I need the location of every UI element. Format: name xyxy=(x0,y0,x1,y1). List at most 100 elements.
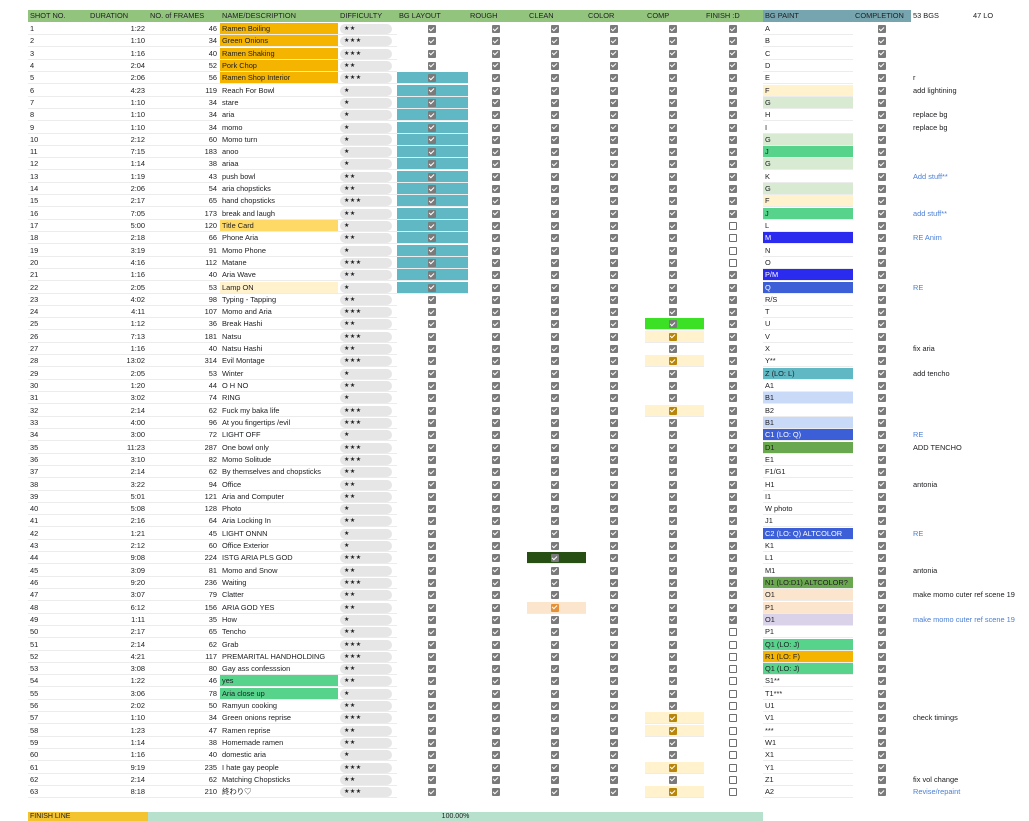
name-cell[interactable]: stare xyxy=(220,97,338,109)
checkbox-completion[interactable] xyxy=(878,714,886,723)
checkbox-rough[interactable] xyxy=(492,591,500,600)
checkbox-rough[interactable] xyxy=(492,209,500,218)
checkbox-clean[interactable] xyxy=(551,357,559,366)
checkbox-color[interactable] xyxy=(610,579,618,587)
checkbox-completion[interactable] xyxy=(878,455,886,464)
shot-number-cell[interactable]: 63 xyxy=(28,786,88,799)
shot-number-cell[interactable]: 43 xyxy=(28,540,88,552)
frames-cell[interactable]: 34 xyxy=(148,712,220,725)
checkbox-completion[interactable] xyxy=(878,652,886,661)
difficulty-cell[interactable]: ★ xyxy=(338,220,397,232)
name-cell[interactable]: Ramyun cooking xyxy=(220,700,338,713)
checkbox-color[interactable] xyxy=(610,542,618,550)
checkbox-fin[interactable] xyxy=(729,714,737,723)
checkbox-clean[interactable] xyxy=(551,111,559,120)
checkbox-completion[interactable] xyxy=(878,295,886,304)
checkbox-clean[interactable] xyxy=(551,726,559,735)
duration-cell[interactable]: 3:00 xyxy=(88,429,148,442)
checkbox-color[interactable] xyxy=(610,111,618,120)
checkbox-color[interactable] xyxy=(610,775,618,784)
name-cell[interactable]: Break Hashi xyxy=(220,318,338,331)
checkbox-completion[interactable] xyxy=(878,172,886,181)
checkbox-completion[interactable] xyxy=(878,135,886,144)
shot-number-cell[interactable]: 50 xyxy=(28,626,88,639)
checkbox-comp[interactable] xyxy=(669,332,677,341)
name-cell[interactable]: hand chopsticks xyxy=(220,195,338,208)
checkbox-rough[interactable] xyxy=(492,246,500,255)
checkbox-fin[interactable] xyxy=(729,246,737,255)
checkbox-clean[interactable] xyxy=(551,455,559,464)
checkbox-comp[interactable] xyxy=(669,25,677,33)
shot-number-cell[interactable]: 53 xyxy=(28,663,88,676)
checkbox-fin[interactable] xyxy=(729,25,737,33)
checkbox-completion[interactable] xyxy=(878,209,886,218)
difficulty-cell[interactable]: ★★ xyxy=(338,183,397,195)
duration-cell[interactable]: 1:22 xyxy=(88,23,148,35)
checkbox-completion[interactable] xyxy=(878,271,886,280)
checkbox-fin[interactable] xyxy=(729,591,737,600)
checkbox-fin[interactable] xyxy=(729,529,737,538)
name-cell[interactable]: Momo Solitude xyxy=(220,454,338,466)
checkbox-completion[interactable] xyxy=(878,665,886,674)
checkbox-rough[interactable] xyxy=(492,148,500,157)
difficulty-cell[interactable]: ★★ xyxy=(338,269,397,282)
checkbox-fin[interactable] xyxy=(729,98,737,107)
checkbox-fin[interactable] xyxy=(729,775,737,784)
difficulty-chip[interactable]: ★★ xyxy=(340,664,392,675)
checkbox-lay[interactable] xyxy=(428,49,436,58)
name-cell[interactable]: By themselves and chopsticks xyxy=(220,466,338,479)
checkbox-fin[interactable] xyxy=(729,542,737,550)
difficulty-cell[interactable]: ★ xyxy=(338,368,397,380)
difficulty-chip[interactable]: ★★ xyxy=(340,319,392,330)
difficulty-chip[interactable]: ★★ xyxy=(340,627,392,638)
frames-cell[interactable]: 173 xyxy=(148,208,220,220)
checkbox-comp[interactable] xyxy=(669,74,677,83)
shot-number-cell[interactable]: 42 xyxy=(28,528,88,540)
difficulty-cell[interactable]: ★★ xyxy=(338,626,397,639)
duration-cell[interactable]: 7:13 xyxy=(88,331,148,343)
checkbox-color[interactable] xyxy=(610,320,618,329)
checkbox-rough[interactable] xyxy=(492,332,500,341)
name-cell[interactable]: Homemade ramen xyxy=(220,737,338,749)
duration-cell[interactable]: 4:00 xyxy=(88,417,148,429)
frames-cell[interactable]: 65 xyxy=(148,626,220,639)
shot-number-cell[interactable]: 41 xyxy=(28,515,88,528)
checkbox-fin[interactable] xyxy=(729,185,737,193)
bg-paint-cell[interactable]: M xyxy=(763,232,853,245)
difficulty-cell[interactable]: ★ xyxy=(338,245,397,257)
checkbox-lay[interactable] xyxy=(428,751,436,760)
checkbox-comp[interactable] xyxy=(669,135,677,144)
shot-number-cell[interactable]: 33 xyxy=(28,417,88,429)
note-cell[interactable] xyxy=(911,405,1029,417)
checkbox-lay[interactable] xyxy=(428,320,436,329)
checkbox-rough[interactable] xyxy=(492,111,500,120)
checkbox-fin[interactable] xyxy=(729,283,737,292)
duration-cell[interactable]: 9:19 xyxy=(88,762,148,774)
checkbox-fin[interactable] xyxy=(729,160,737,169)
shot-number-cell[interactable]: 25 xyxy=(28,318,88,331)
difficulty-cell[interactable]: ★★★ xyxy=(338,417,397,429)
checkbox-comp[interactable] xyxy=(669,160,677,169)
checkbox-fin[interactable] xyxy=(729,702,737,711)
note-cell[interactable]: fix aria xyxy=(913,344,935,354)
difficulty-cell[interactable]: ★★★ xyxy=(338,306,397,319)
difficulty-cell[interactable]: ★★ xyxy=(338,60,397,72)
shot-number-cell[interactable]: 60 xyxy=(28,749,88,762)
shot-number-cell[interactable]: 26 xyxy=(28,331,88,343)
checkbox-fin[interactable] xyxy=(729,86,737,95)
difficulty-chip[interactable]: ★ xyxy=(340,541,392,551)
note-cell[interactable] xyxy=(911,245,1029,257)
checkbox-lay[interactable] xyxy=(428,739,436,747)
checkbox-clean[interactable] xyxy=(551,480,559,489)
bg-paint-cell[interactable]: U1 xyxy=(763,700,853,713)
frames-cell[interactable]: 38 xyxy=(148,158,220,171)
duration-cell[interactable]: 2:14 xyxy=(88,774,148,786)
checkbox-fin[interactable] xyxy=(729,468,737,477)
bg-paint-cell[interactable]: Z (LO: L) xyxy=(763,367,853,380)
checkbox-fin[interactable] xyxy=(729,357,737,366)
checkbox-clean[interactable] xyxy=(551,714,559,723)
checkbox-fin[interactable] xyxy=(729,295,737,304)
checkbox-color[interactable] xyxy=(610,468,618,477)
note-cell[interactable] xyxy=(911,663,1029,675)
checkbox-color[interactable] xyxy=(610,246,618,255)
